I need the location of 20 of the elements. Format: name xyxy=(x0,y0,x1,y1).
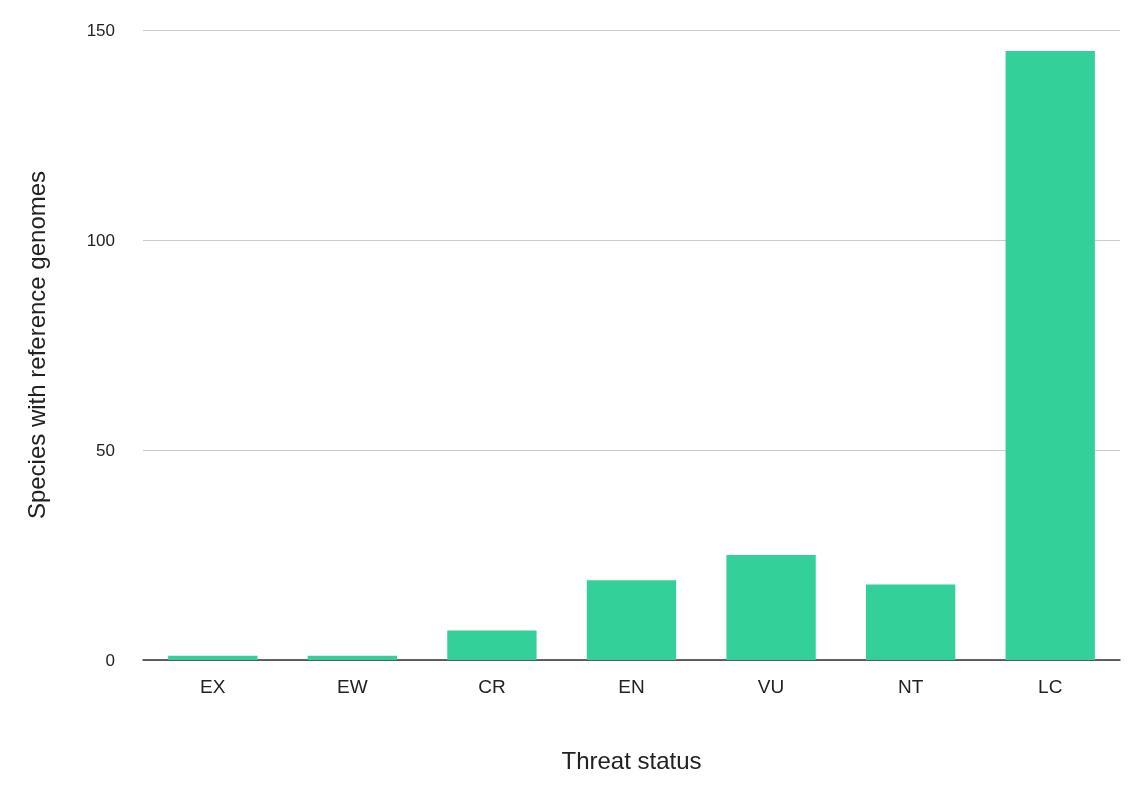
x-tick-label: EW xyxy=(337,676,368,697)
x-tick-label: EX xyxy=(200,676,226,697)
bar xyxy=(1005,51,1095,660)
x-tick-label: CR xyxy=(478,676,506,697)
x-tick-label: EN xyxy=(618,676,645,697)
bar xyxy=(865,584,956,660)
x-tick-label: VU xyxy=(757,676,785,697)
bar xyxy=(168,655,258,660)
bar xyxy=(586,580,677,660)
x-tick-label: NT xyxy=(897,676,924,697)
bar xyxy=(447,630,537,660)
bar xyxy=(307,655,398,660)
y-axis-title: Species with reference genomes xyxy=(22,170,50,520)
x-axis-title: Threat status xyxy=(561,746,702,774)
y-tick-label: 50 xyxy=(96,440,115,460)
y-tick-label: 150 xyxy=(86,20,115,40)
bar xyxy=(726,555,816,660)
y-tick-label: 0 xyxy=(105,650,115,670)
x-tick-label: LC xyxy=(1038,676,1063,697)
y-tick-label: 100 xyxy=(86,230,115,250)
